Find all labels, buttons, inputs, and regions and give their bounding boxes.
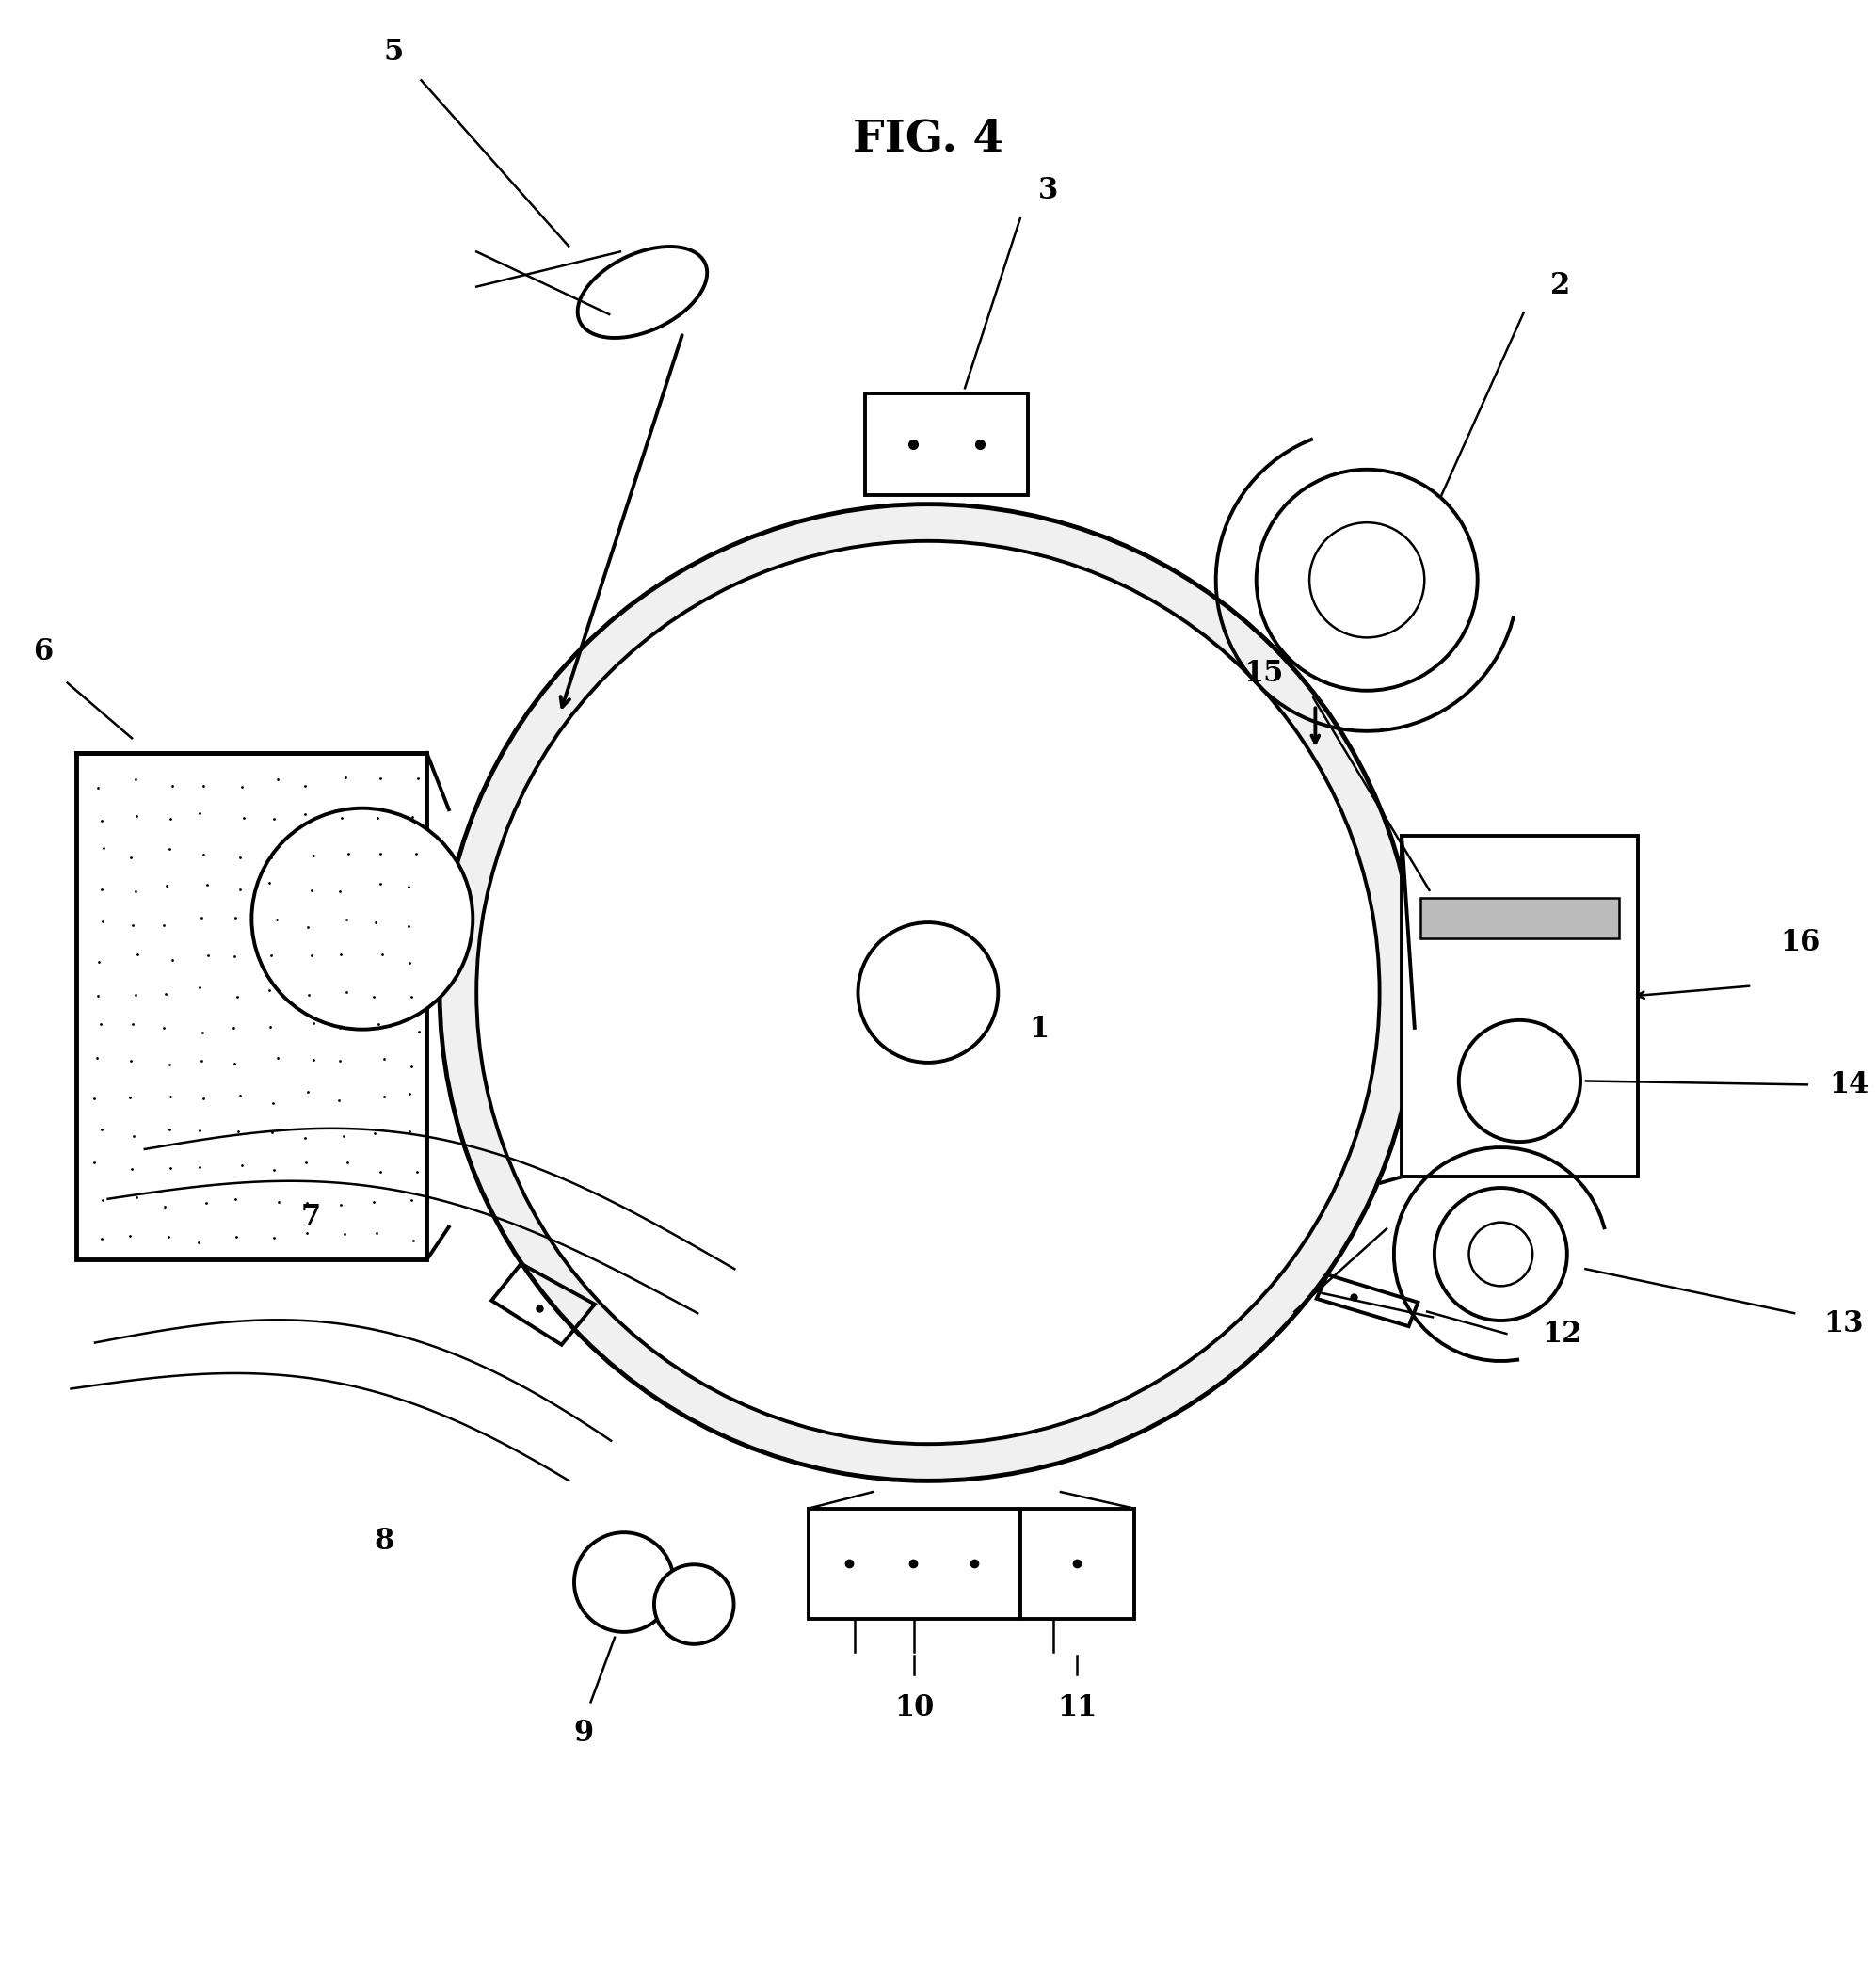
Text: 6: 6: [34, 637, 53, 667]
Bar: [865, 393, 1028, 494]
Circle shape: [1257, 470, 1478, 691]
Bar: [1420, 897, 1619, 939]
Circle shape: [477, 542, 1379, 1443]
Text: 13: 13: [1823, 1310, 1865, 1338]
Bar: [77, 752, 426, 1260]
Circle shape: [1435, 1187, 1566, 1320]
Text: 2: 2: [1550, 270, 1570, 300]
Text: 16: 16: [1780, 927, 1820, 957]
Circle shape: [251, 808, 473, 1030]
Bar: [1401, 836, 1638, 1177]
Circle shape: [1460, 1020, 1580, 1141]
Text: 1: 1: [1028, 1014, 1049, 1044]
Text: 11: 11: [1058, 1693, 1097, 1723]
Text: 12: 12: [1542, 1320, 1581, 1348]
Text: 5: 5: [383, 38, 403, 67]
Text: 15: 15: [1244, 659, 1283, 689]
Text: FIG. 4: FIG. 4: [852, 117, 1004, 161]
Circle shape: [439, 504, 1416, 1481]
Text: 8: 8: [375, 1526, 394, 1556]
Text: 14: 14: [1829, 1070, 1870, 1100]
Text: 10: 10: [895, 1693, 934, 1723]
Text: 7: 7: [300, 1203, 321, 1233]
Bar: [809, 1509, 1021, 1620]
Text: 9: 9: [574, 1719, 593, 1749]
Circle shape: [655, 1564, 734, 1644]
Bar: [1021, 1509, 1135, 1620]
Circle shape: [574, 1532, 673, 1632]
Text: 3: 3: [1037, 177, 1058, 206]
